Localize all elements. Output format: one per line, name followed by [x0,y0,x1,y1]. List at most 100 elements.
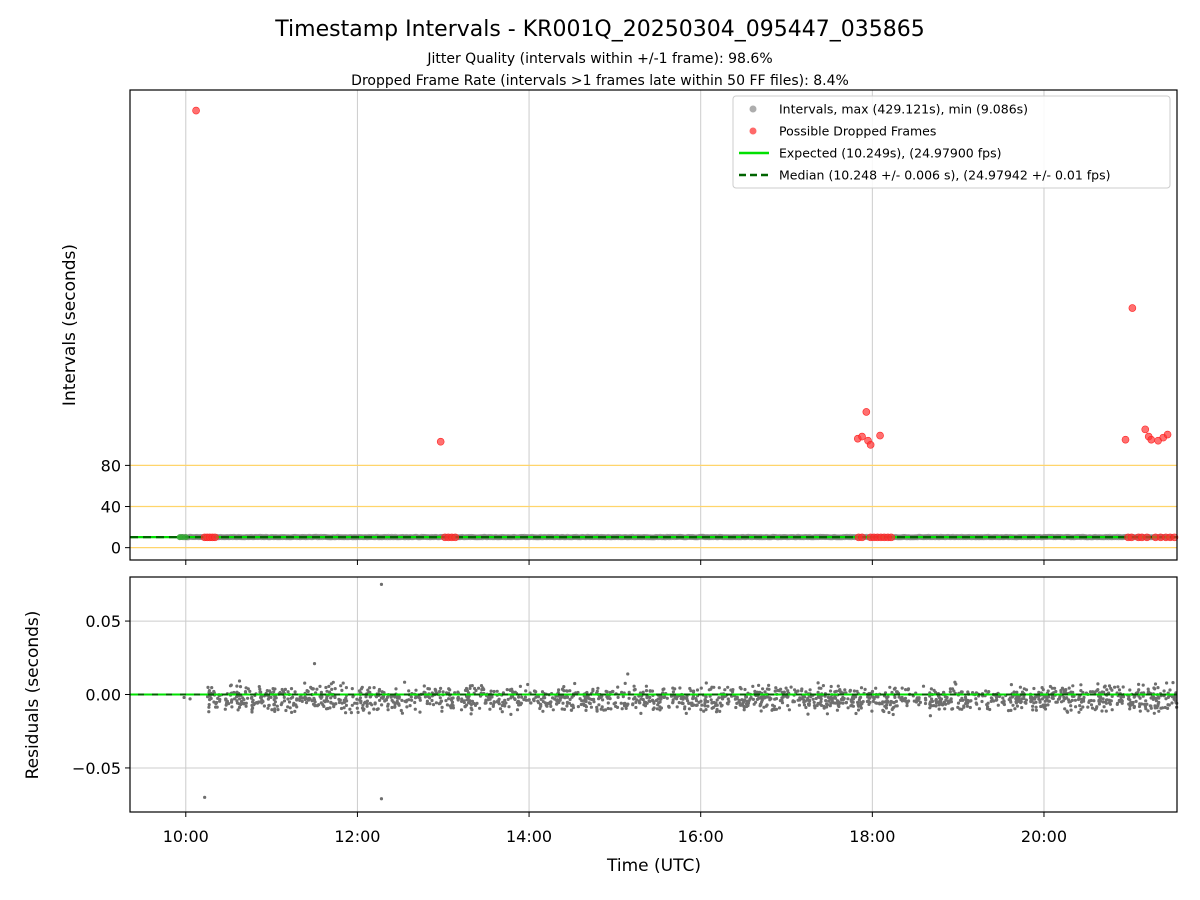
residual-point [683,705,687,709]
residual-point [293,690,297,694]
residual-point [671,690,676,694]
residual-point [807,703,811,707]
residual-point [501,700,505,704]
residual-point [469,706,473,710]
residual-point [789,685,793,689]
residual-point [743,687,747,692]
residual-point [1063,707,1067,711]
residual-point [312,698,316,702]
residual-point [1153,682,1158,686]
residual-point [562,695,567,699]
residual-point [1090,706,1095,710]
residual-point [377,687,382,692]
dropped-frame-point [1141,425,1150,434]
residual-point [1029,699,1033,703]
residual-point [627,696,631,700]
legend-label-0: Intervals, max (429.121s), min (9.086s) [779,102,1028,117]
residual-point [811,697,815,701]
residual-point [496,699,500,704]
residual-point [527,698,531,702]
residual-point [1146,709,1150,713]
residual-point [286,690,290,694]
residual-point [585,690,589,695]
residual-point [643,704,648,708]
residual-point [884,706,889,710]
residual-point [573,681,577,686]
residual-point [344,703,348,708]
residual-point [604,689,608,693]
residual-point [962,704,966,708]
residual-point [959,690,964,694]
residual-point [782,690,786,694]
residual-point [460,697,464,701]
residual-point [267,703,271,708]
residual-point [229,700,234,704]
residual-point [298,697,302,701]
residual-point [503,698,507,703]
residual-point [565,700,570,705]
residual-point [1079,700,1084,704]
residual-point [1096,682,1100,686]
residual-point [720,695,724,700]
residual-point [706,700,710,704]
residual-point [1000,700,1004,704]
residual-point [1096,688,1100,692]
residual-point [1053,686,1057,690]
residual-point [856,708,861,712]
residual-point [1037,690,1041,695]
residual-point [468,686,472,691]
residual-point [1079,707,1083,712]
residual-point [1161,706,1165,710]
residual-point [659,695,663,699]
residual-point [987,690,991,694]
residual-point [829,684,833,689]
legend: Intervals, max (429.121s), min (9.086s) P… [732,95,1171,189]
residual-point [1156,686,1160,690]
residual-point [522,698,526,702]
residual-point [235,684,239,688]
residual-point [968,705,972,710]
residual-point [917,696,921,700]
residual-point [891,706,895,710]
residual-point [1079,689,1083,693]
residual-point [426,687,430,691]
residual-point [633,695,637,700]
residual-point [365,702,369,706]
residual-point [1050,696,1054,700]
dropped-frame-point [866,441,875,449]
residual-point [341,681,345,685]
residual-point [934,697,938,702]
residual-point [428,702,432,706]
residual-point [1073,698,1077,702]
residual-point [291,695,295,699]
residual-point [756,696,761,701]
residual-point [652,701,656,705]
residual-point [1020,706,1024,710]
residual-point [706,704,710,708]
residual-point [599,707,603,711]
residual-point [881,700,885,704]
residual-point [1069,704,1073,708]
bottom-panel: 0.05 0.00 −0.05 10:00 12:00 14:00 16:00 18:00 20… [72,576,1179,846]
residual-point [661,687,665,692]
residual-point [350,687,354,691]
residual-point [895,704,899,708]
residual-point [727,699,731,704]
residual-point [592,700,596,704]
top-y-tick-label: 0 [111,539,121,558]
residual-point [386,704,390,708]
residual-point [822,706,826,710]
residual-point [684,711,688,716]
residual-outlier [203,795,207,799]
residual-point [650,689,655,693]
residual-point [923,701,928,706]
residual-point [1141,683,1145,687]
residual-point [382,691,386,695]
residual-point [1043,703,1047,707]
residual-point [605,695,609,699]
residual-point [772,704,777,709]
residual-point [464,703,469,707]
residual-point [538,706,542,711]
residual-point [207,690,211,695]
residual-point [813,706,817,710]
